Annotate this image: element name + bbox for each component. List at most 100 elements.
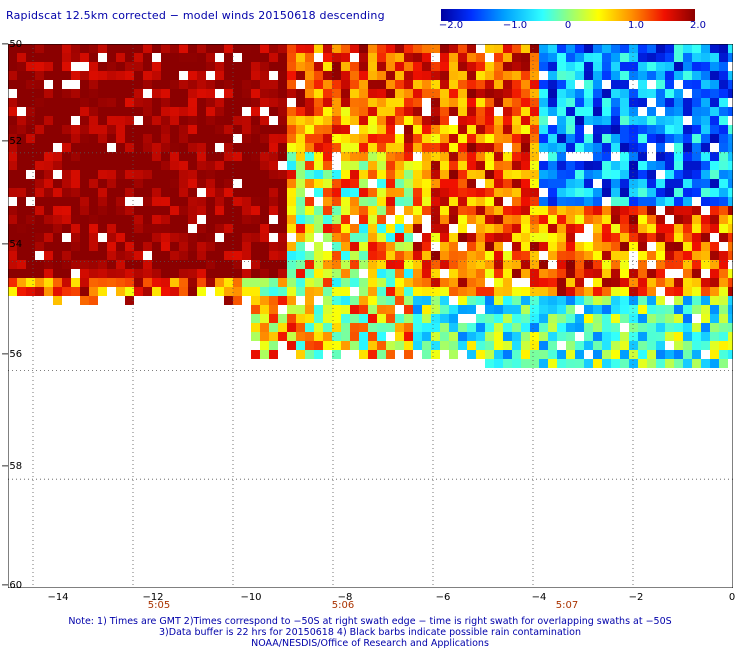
- wind-diff-cell: [584, 206, 593, 215]
- wind-diff-cell: [503, 179, 512, 188]
- wind-diff-cell: [170, 80, 179, 89]
- wind-diff-cell: [260, 53, 269, 62]
- wind-diff-cell: [647, 341, 656, 350]
- wind-diff-cell: [548, 134, 557, 143]
- wind-diff-cell: [683, 305, 692, 314]
- wind-diff-cell: [575, 107, 584, 116]
- wind-diff-cell: [404, 242, 413, 251]
- wind-diff-cell: [224, 134, 233, 143]
- wind-diff-cell: [314, 314, 323, 323]
- wind-diff-cell: [179, 197, 188, 206]
- wind-diff-cell: [395, 134, 404, 143]
- wind-diff-cell: [458, 260, 467, 269]
- wind-diff-cell: [278, 62, 287, 71]
- wind-diff-cell: [368, 233, 377, 242]
- wind-diff-cell: [278, 242, 287, 251]
- wind-diff-cell: [17, 62, 26, 71]
- wind-diff-cell: [287, 89, 296, 98]
- wind-diff-cell: [611, 161, 620, 170]
- wind-diff-cell: [368, 314, 377, 323]
- wind-diff-cell: [350, 197, 359, 206]
- wind-diff-cell: [665, 98, 674, 107]
- wind-diff-cell: [179, 233, 188, 242]
- wind-diff-cell: [521, 269, 530, 278]
- wind-diff-cell: [296, 125, 305, 134]
- wind-diff-cell: [215, 197, 224, 206]
- wind-diff-cell: [170, 62, 179, 71]
- wind-diff-cell: [296, 170, 305, 179]
- wind-diff-cell: [341, 332, 350, 341]
- wind-diff-cell: [179, 278, 188, 287]
- wind-diff-cell: [719, 107, 728, 116]
- wind-diff-cell: [656, 359, 665, 368]
- wind-diff-cell: [233, 71, 242, 80]
- wind-diff-cell: [206, 197, 215, 206]
- wind-diff-cell: [377, 98, 386, 107]
- wind-diff-cell: [584, 161, 593, 170]
- wind-diff-cell: [197, 269, 206, 278]
- wind-diff-cell: [206, 269, 215, 278]
- wind-diff-cell: [116, 53, 125, 62]
- wind-diff-cell: [395, 161, 404, 170]
- wind-diff-cell: [413, 80, 422, 89]
- wind-diff-cell: [422, 305, 431, 314]
- wind-diff-cell: [305, 98, 314, 107]
- wind-diff-cell: [62, 107, 71, 116]
- wind-diff-cell: [314, 287, 323, 296]
- wind-diff-cell: [413, 278, 422, 287]
- wind-diff-cell: [152, 116, 161, 125]
- wind-diff-cell: [269, 242, 278, 251]
- wind-diff-cell: [224, 116, 233, 125]
- wind-diff-cell: [557, 188, 566, 197]
- wind-diff-cell: [584, 80, 593, 89]
- wind-diff-cell: [494, 89, 503, 98]
- wind-diff-cell: [656, 251, 665, 260]
- wind-diff-cell: [224, 53, 233, 62]
- wind-diff-cell: [719, 233, 728, 242]
- wind-diff-cell: [278, 170, 287, 179]
- wind-diff-cell: [8, 242, 17, 251]
- wind-diff-cell: [17, 152, 26, 161]
- wind-diff-cell: [656, 260, 665, 269]
- wind-diff-cell: [116, 62, 125, 71]
- wind-diff-cell: [683, 71, 692, 80]
- wind-diff-cell: [197, 260, 206, 269]
- wind-diff-cell: [593, 332, 602, 341]
- wind-diff-cell: [611, 62, 620, 71]
- wind-diff-cell: [359, 341, 368, 350]
- wind-diff-cell: [683, 206, 692, 215]
- wind-diff-cell: [485, 305, 494, 314]
- wind-diff-cell: [701, 71, 710, 80]
- wind-diff-cell: [548, 251, 557, 260]
- wind-diff-cell: [629, 116, 638, 125]
- wind-diff-cell: [683, 44, 692, 53]
- wind-diff-cell: [503, 53, 512, 62]
- wind-diff-cell: [683, 242, 692, 251]
- wind-diff-cell: [332, 350, 341, 359]
- wind-diff-cell: [287, 224, 296, 233]
- wind-diff-cell: [188, 89, 197, 98]
- wind-diff-cell: [386, 116, 395, 125]
- wind-diff-cell: [386, 143, 395, 152]
- wind-diff-cell: [152, 134, 161, 143]
- wind-diff-cell: [602, 224, 611, 233]
- wind-diff-cell: [566, 269, 575, 278]
- wind-diff-cell: [233, 107, 242, 116]
- wind-diff-cell: [278, 89, 287, 98]
- wind-diff-cell: [557, 170, 566, 179]
- wind-diff-cell: [161, 188, 170, 197]
- wind-diff-cell: [521, 251, 530, 260]
- wind-diff-cell: [494, 314, 503, 323]
- wind-diff-cell: [287, 341, 296, 350]
- wind-diff-cell: [683, 260, 692, 269]
- wind-diff-cell: [530, 53, 539, 62]
- wind-diff-cell: [413, 53, 422, 62]
- wind-diff-cell: [611, 89, 620, 98]
- wind-diff-cell: [89, 278, 98, 287]
- wind-diff-cell: [170, 188, 179, 197]
- wind-diff-cell: [170, 269, 179, 278]
- wind-diff-cell: [485, 341, 494, 350]
- wind-diff-cell: [638, 260, 647, 269]
- wind-diff-cell: [683, 134, 692, 143]
- wind-diff-cell: [368, 53, 377, 62]
